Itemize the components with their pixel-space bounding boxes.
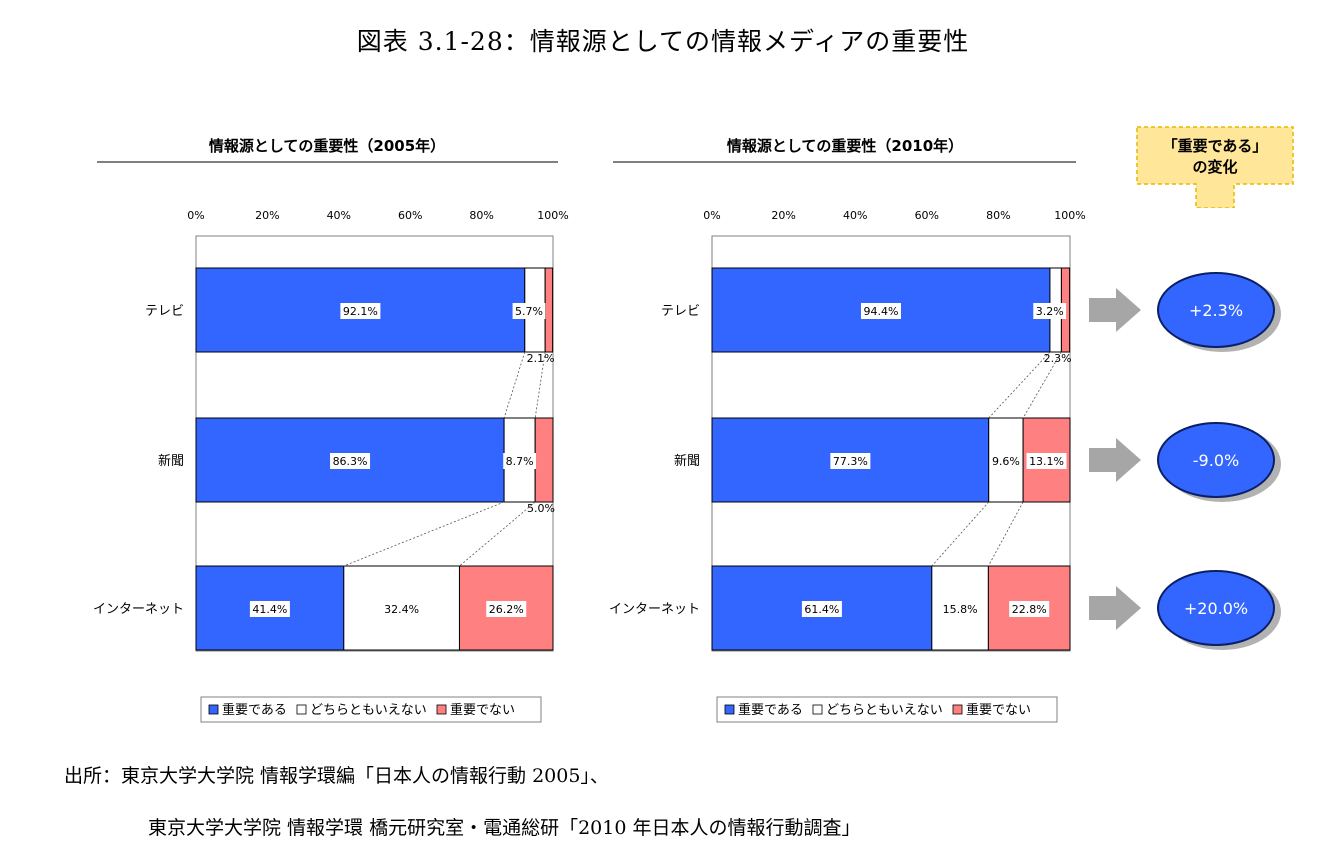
- legend-label: 重要でない: [450, 702, 515, 718]
- change-arrow: [1089, 586, 1141, 630]
- data-label: 22.8%: [1012, 603, 1047, 616]
- data-label-bg: [989, 453, 1023, 469]
- category-label: 新聞: [158, 453, 184, 469]
- data-label: 2.3%: [1044, 352, 1072, 365]
- series-line: [988, 351, 1051, 419]
- x-tick-label: 0%: [187, 209, 204, 222]
- data-label: 15.8%: [943, 603, 978, 616]
- x-tick-label: 20%: [771, 209, 795, 222]
- change-header-callout: 「重要である」 の変化: [1136, 126, 1294, 238]
- legend-label: どちらともいえない: [310, 703, 427, 718]
- legend-label: 重要でない: [966, 702, 1031, 718]
- series-line: [534, 351, 546, 419]
- data-label: 61.4%: [804, 603, 839, 616]
- data-label: 5.0%: [527, 502, 555, 515]
- change-arrow: [1089, 288, 1141, 332]
- data-label: 9.6%: [992, 455, 1020, 468]
- data-label-bg: [830, 453, 871, 469]
- category-label: 新聞: [674, 453, 700, 469]
- category-label: インターネット: [609, 602, 700, 617]
- data-label: 32.4%: [384, 603, 419, 616]
- x-tick-label: 40%: [843, 209, 867, 222]
- data-label-bg: [503, 453, 537, 469]
- x-tick-label: 80%: [986, 209, 1010, 222]
- data-label-bg: [330, 453, 371, 469]
- data-label: 94.4%: [863, 305, 898, 318]
- change-header-line2: の変化: [1192, 158, 1237, 176]
- legend-swatch: [296, 704, 307, 715]
- change-column: +2.3% -9.0% +20.0%: [1089, 272, 1281, 650]
- series-line: [343, 501, 505, 567]
- data-label-bg: [1009, 601, 1050, 617]
- x-tick-label: 40%: [327, 209, 351, 222]
- change-value: +2.3%: [1189, 301, 1243, 320]
- series-line: [459, 501, 536, 567]
- figure-title: 図表 3.1-28：情報源としての情報メディアの重要性: [356, 27, 970, 56]
- data-label-bg: [860, 303, 901, 319]
- legend-swatch: [724, 704, 735, 715]
- legend-label: 重要である: [738, 702, 803, 718]
- legend-swatch: [208, 704, 219, 715]
- x-tick-label: 20%: [255, 209, 279, 222]
- change-value: +20.0%: [1184, 599, 1248, 618]
- data-label: 5.7%: [515, 305, 543, 318]
- legend: 重要である どちらともいえない 重要でない: [200, 696, 542, 723]
- change-header-line1: 「重要である」: [1163, 137, 1268, 155]
- chart-2005: 情報源としての重要性（2005年） 0% 20% 40% 60% 80% 100% テレビ 92…: [93, 137, 569, 723]
- data-label-bg: [340, 303, 381, 319]
- category-label: テレビ: [145, 304, 184, 319]
- x-tick-label: 60%: [398, 209, 422, 222]
- legend-box: [200, 696, 542, 723]
- data-label: 26.2%: [489, 603, 524, 616]
- chart-title: 情報源としての重要性（2010年）: [727, 137, 963, 155]
- data-label-bg: [512, 303, 546, 319]
- data-label: 3.2%: [1036, 305, 1064, 318]
- source-line-1: 出所：東京大学大学院 情報学環編「日本人の情報行動 2005」、: [64, 765, 609, 787]
- change-arrow: [1089, 438, 1141, 482]
- source-line-2: 東京大学大学院 情報学環 橋元研究室・電通総研「2010 年日本人の情報行動調査…: [148, 817, 861, 839]
- change-circle: [1157, 570, 1275, 646]
- data-label-bg: [486, 601, 527, 617]
- x-tick-label: 100%: [1054, 209, 1085, 222]
- data-label-bg: [381, 601, 422, 617]
- data-label-bg: [801, 601, 842, 617]
- chart-title: 情報源としての重要性（2005年）: [209, 137, 445, 155]
- legend: 重要である どちらともいえない 重要でない: [716, 696, 1058, 723]
- x-tick-label: 80%: [469, 209, 493, 222]
- legend-box: [716, 696, 1058, 723]
- chart-2010: 情報源としての重要性（2010年） 0% 20% 40% 60% 80% 100% テレビ 94…: [609, 137, 1086, 723]
- data-label: 86.3%: [333, 455, 368, 468]
- x-tick-label: 0%: [703, 209, 720, 222]
- legend-label: どちらともいえない: [826, 703, 943, 718]
- legend-swatch: [436, 704, 447, 715]
- data-label: 77.3%: [833, 455, 868, 468]
- data-label-bg: [1033, 303, 1067, 319]
- category-label: テレビ: [661, 304, 700, 319]
- x-tick-label: 60%: [915, 209, 939, 222]
- x-tick-label: 100%: [537, 209, 568, 222]
- data-label: 41.4%: [252, 603, 287, 616]
- change-value: -9.0%: [1193, 451, 1239, 470]
- series-line: [1022, 351, 1062, 419]
- data-label: 13.1%: [1029, 455, 1064, 468]
- legend-swatch: [812, 704, 823, 715]
- data-label: 2.1%: [527, 352, 555, 365]
- legend-label: 重要である: [222, 702, 287, 718]
- bar-segment: [544, 267, 554, 353]
- series-line: [988, 501, 1024, 567]
- data-label-bg: [940, 601, 981, 617]
- legend-swatch: [952, 704, 963, 715]
- bar-segment: [534, 417, 554, 503]
- data-label: 92.1%: [343, 305, 378, 318]
- change-circle: [1157, 272, 1275, 348]
- category-label: インターネット: [93, 602, 184, 617]
- series-line: [503, 351, 526, 419]
- data-label-bg: [1026, 453, 1067, 469]
- data-label-bg: [249, 601, 290, 617]
- change-circle: [1157, 422, 1275, 498]
- data-label: 8.7%: [506, 455, 534, 468]
